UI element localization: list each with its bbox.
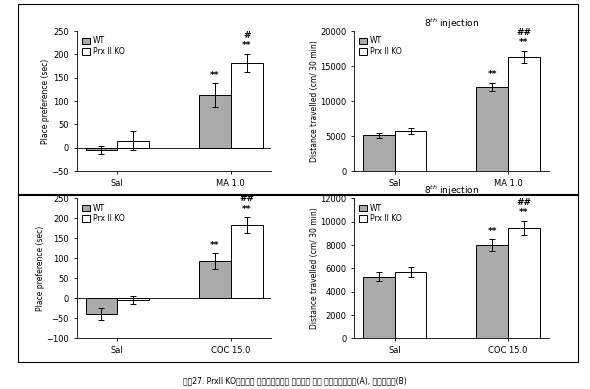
Y-axis label: Place preference (sec): Place preference (sec) (36, 226, 45, 311)
Bar (117, 141, 149, 148)
Y-axis label: Place preference (sec): Place preference (sec) (41, 58, 50, 144)
Bar (199, 95, 231, 148)
Text: 그림27. PrxII KO동물에서 메트암페타민과 코카인에 대한 조건장소선호도(A), 행동민감화(B): 그림27. PrxII KO동물에서 메트암페타민과 코카인에 대한 조건장소선… (183, 376, 407, 385)
Bar (231, 63, 263, 148)
Title: 8$^{th}$ injection: 8$^{th}$ injection (424, 184, 479, 198)
Text: **: ** (519, 208, 529, 217)
Bar (86, 298, 117, 314)
Text: **: ** (210, 71, 219, 80)
Legend: WT, Prx II KO: WT, Prx II KO (358, 202, 404, 225)
Bar (199, 261, 231, 298)
Text: #: # (243, 30, 250, 40)
Text: **: ** (210, 241, 219, 250)
Y-axis label: Distance travelled (cm/ 30 min): Distance travelled (cm/ 30 min) (310, 40, 319, 162)
Legend: WT, Prx II KO: WT, Prx II KO (358, 35, 404, 58)
Text: ##: ## (516, 28, 532, 37)
Bar (231, 225, 263, 298)
Text: **: ** (487, 227, 497, 236)
Bar (395, 131, 427, 171)
Bar (363, 277, 395, 338)
Bar (476, 245, 508, 338)
Bar (476, 87, 508, 171)
Bar (395, 272, 427, 338)
Title: 8$^{th}$ injection: 8$^{th}$ injection (424, 17, 479, 31)
Text: **: ** (519, 38, 529, 47)
Text: **: ** (242, 41, 251, 50)
Legend: WT, Prx II KO: WT, Prx II KO (80, 35, 126, 58)
Text: ##: ## (239, 194, 254, 203)
Bar (86, 148, 117, 150)
Text: ##: ## (516, 198, 532, 207)
Y-axis label: Distance travelled (cm/ 30 min): Distance travelled (cm/ 30 min) (310, 208, 319, 329)
Text: **: ** (242, 205, 251, 214)
Bar (508, 57, 540, 171)
Bar (117, 298, 149, 300)
Text: **: ** (487, 70, 497, 79)
Bar (363, 135, 395, 171)
Bar (508, 228, 540, 338)
Legend: WT, Prx II KO: WT, Prx II KO (80, 202, 126, 225)
